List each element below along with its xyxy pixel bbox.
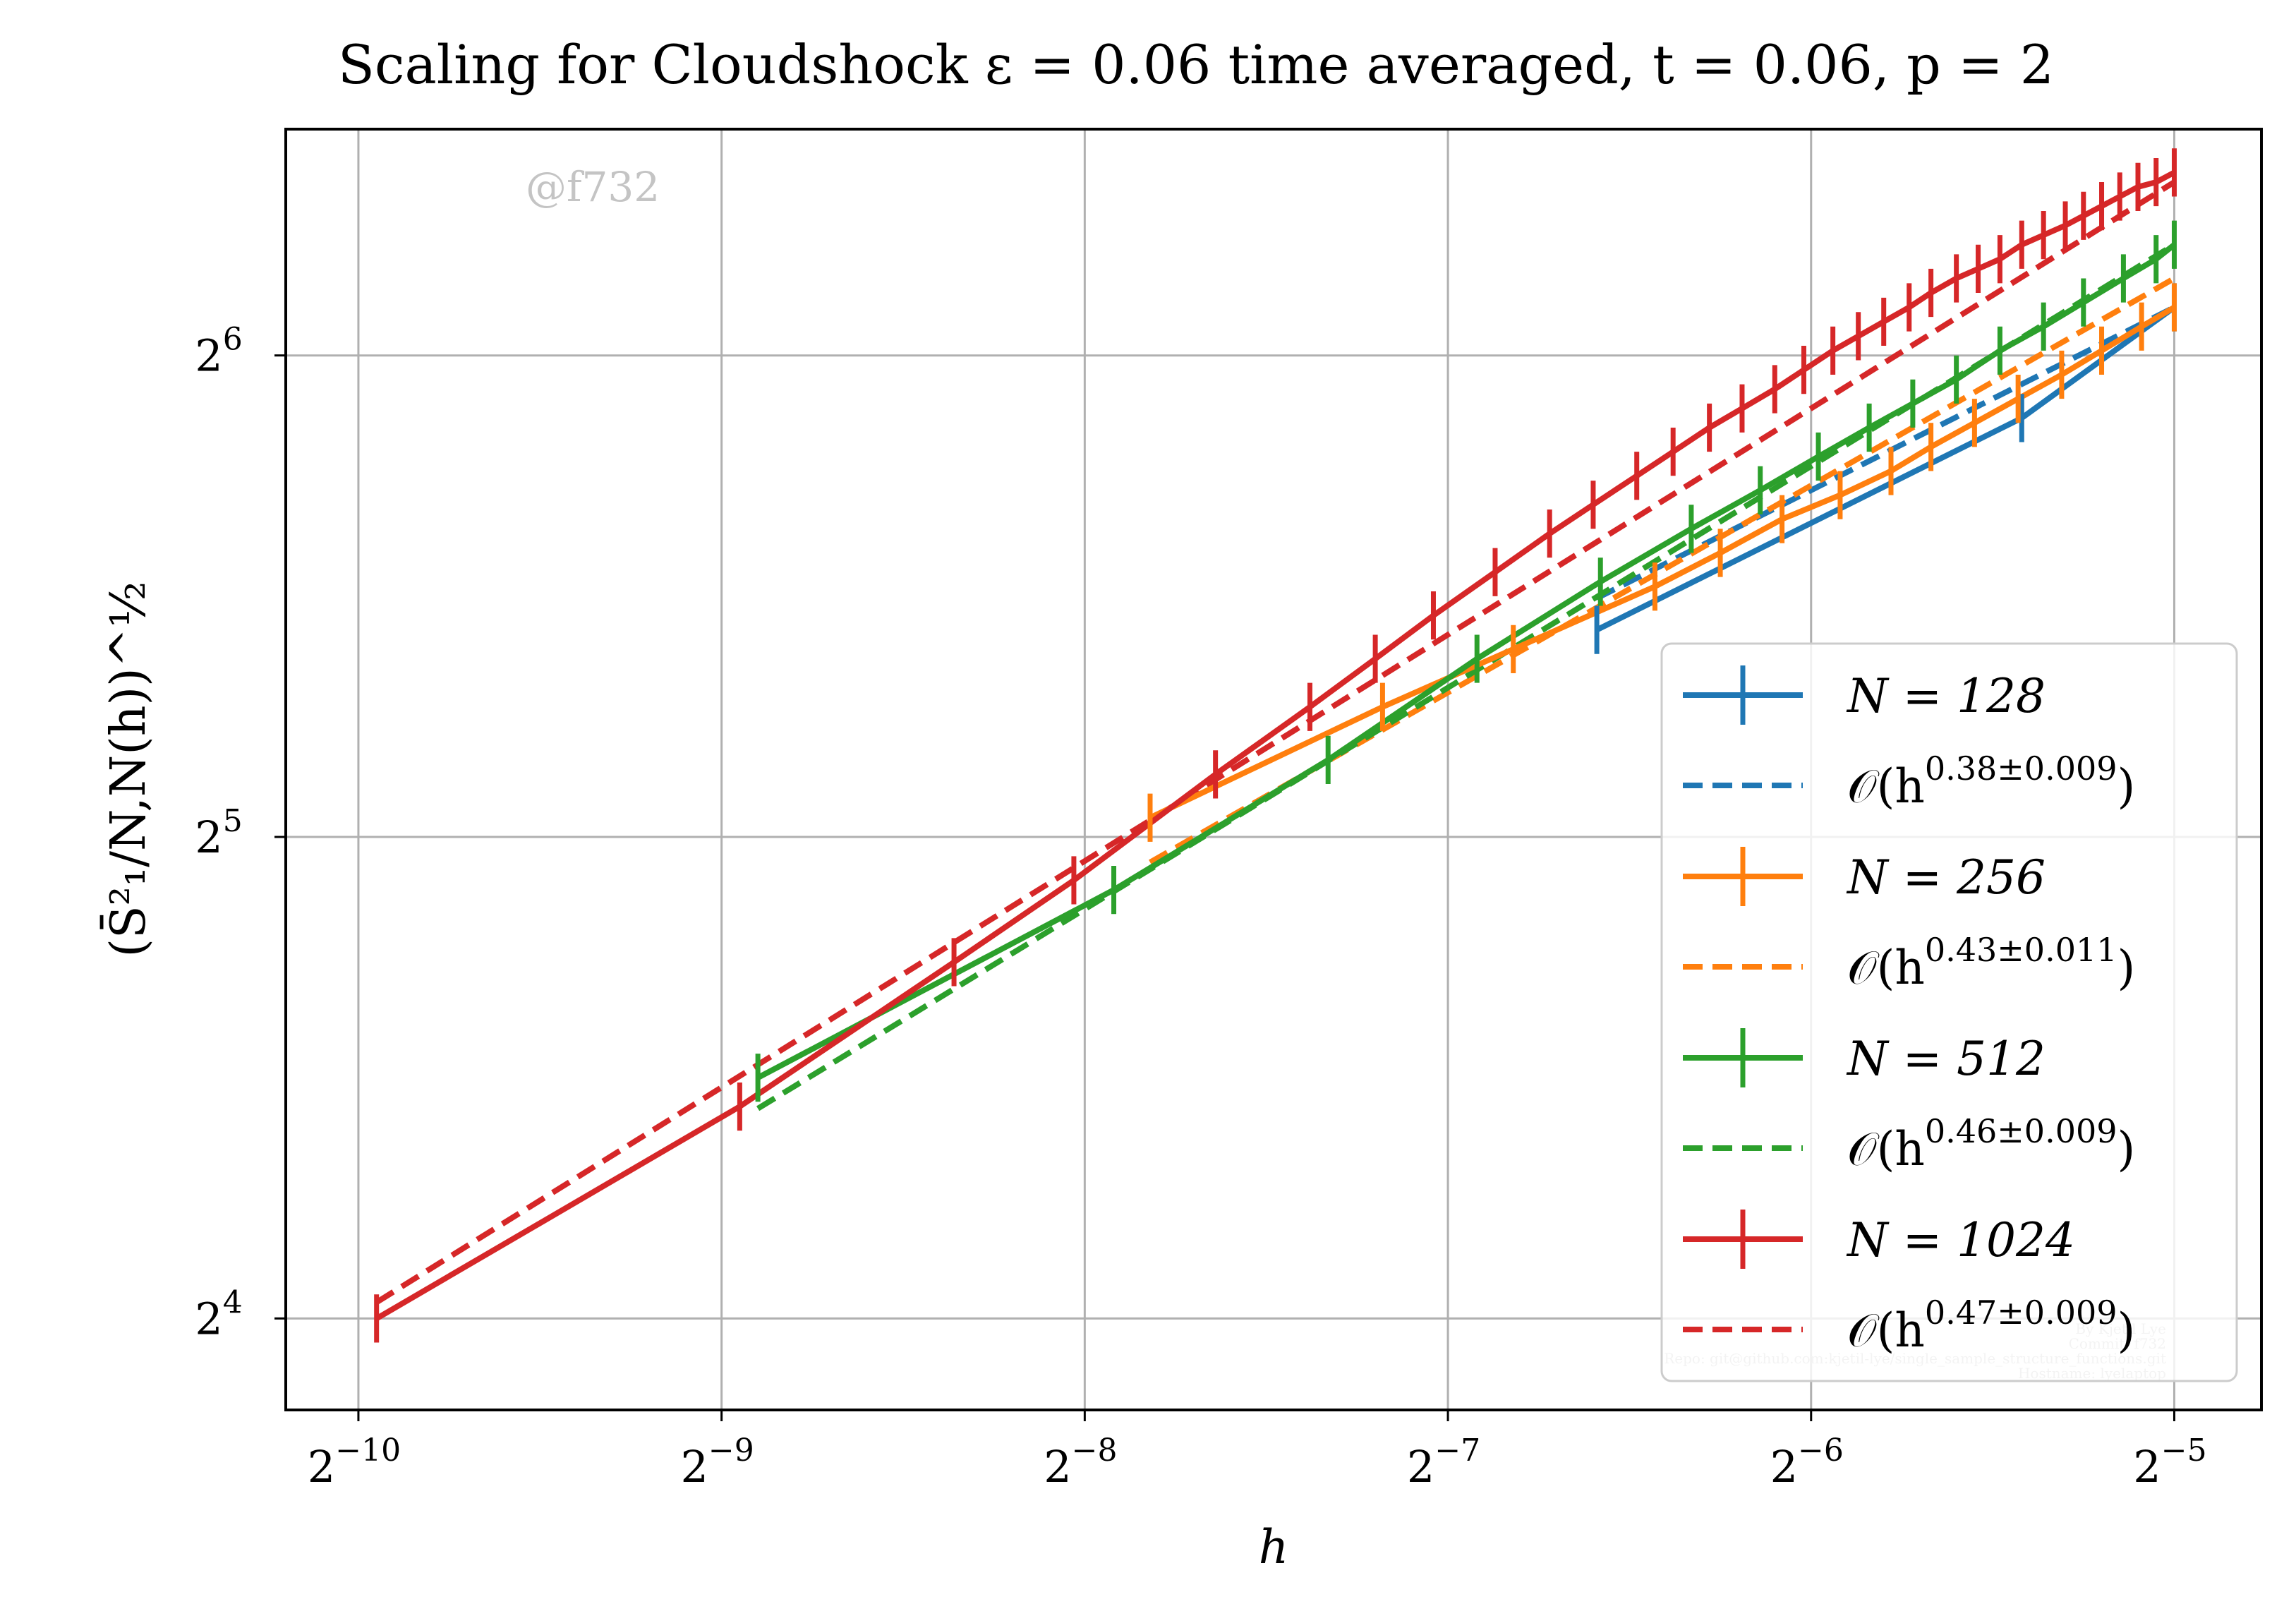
y-tick-label: 26 (195, 322, 242, 382)
fit-line (375, 179, 2176, 1305)
legend-fit-label: 𝒪(h0.46±0.009) (1847, 1112, 2135, 1176)
x-tick-label: 2−5 (2133, 1433, 2206, 1493)
x-tick-label: 2−7 (1407, 1433, 1480, 1493)
legend-label: N = 512 (1846, 1032, 2046, 1086)
y-tick-label: 25 (195, 803, 242, 863)
x-axis-ticks: 2−10 2−9 2−8 2−7 2−6 2−5 (308, 1410, 2207, 1493)
y-axis-ticks: 24 25 26 (195, 322, 286, 1344)
y-axis-label: (S̄²₁/N,N(h))^½ (101, 581, 157, 957)
x-tick-label: 2−6 (1770, 1433, 1844, 1493)
legend: N = 128 𝒪(h0.38±0.009) N = 256 𝒪(h0.43±0.01… (1660, 642, 2238, 1382)
x-tick-label: 2−8 (1044, 1433, 1117, 1493)
legend-label: N = 128 (1846, 669, 2046, 723)
legend-label: N = 1024 (1846, 1213, 2075, 1267)
errorbars (374, 148, 2177, 1343)
chart-title: Scaling for Cloudshock ε = 0.06 time ave… (338, 33, 2054, 96)
x-tick-label: 2−9 (680, 1433, 754, 1493)
x-tick-label: 2−10 (308, 1433, 401, 1493)
y-tick-label: 24 (195, 1284, 242, 1344)
legend-box (1660, 642, 2238, 1382)
series-line (375, 169, 2176, 1321)
plot-frame (284, 128, 2263, 1411)
x-axis-label: h (1259, 1520, 1289, 1574)
legend-fit-label: 𝒪(h0.38±0.009) (1847, 749, 2135, 814)
legend-fit-label: 𝒪(h0.43±0.011) (1847, 931, 2135, 995)
watermark: @f732 (526, 163, 660, 211)
legend-fit-label: 𝒪(h0.47±0.009) (1847, 1294, 2135, 1358)
legend-label: N = 256 (1846, 850, 2046, 905)
